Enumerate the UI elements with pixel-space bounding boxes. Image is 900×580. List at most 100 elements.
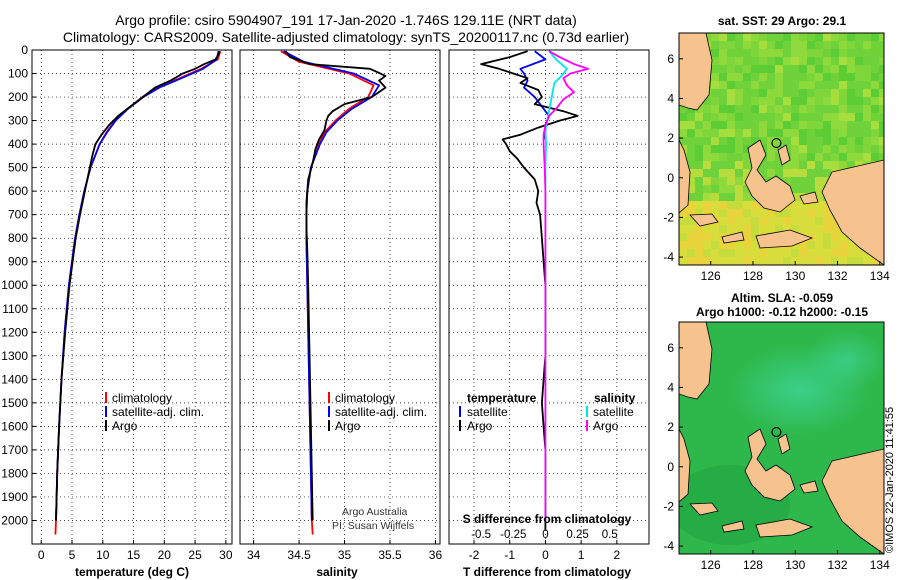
sst-cell [703, 153, 711, 161]
sst-cell [855, 97, 863, 105]
sst-cell [695, 233, 703, 241]
sst-cell [847, 97, 855, 105]
sst-cell [743, 249, 751, 257]
sst-cell [823, 217, 831, 225]
sst-cell [815, 185, 823, 193]
legend-header-temperature: temperature [467, 391, 537, 405]
sst-cell [687, 121, 695, 129]
sst-cell [751, 49, 759, 57]
sst-cell [759, 73, 767, 81]
sst-cell [839, 81, 847, 89]
depth-tick-label: 100 [8, 67, 28, 81]
sst-cell [823, 241, 831, 249]
sst-cell [839, 121, 847, 129]
altimetry-title-line-2: Argo h1000: -0.12 h2000: -0.15 [696, 305, 868, 319]
x-tick-label: 2 [614, 548, 621, 562]
difference-panel: -2 -1 0 1 2 temperature salinity satellite A… [448, 49, 650, 579]
sst-cell [735, 137, 743, 145]
top-tick-label: 0 [542, 529, 548, 541]
sst-cell [879, 97, 884, 105]
depth-tick-label: 800 [8, 231, 28, 245]
sst-cell [783, 129, 791, 137]
sst-cell [735, 193, 743, 201]
sst-cell [711, 249, 719, 257]
sst-cell [799, 217, 807, 225]
sst-cell [831, 249, 839, 257]
temperature-legend: climatology satellite-adj. clim. Argo [105, 391, 204, 433]
sst-cell [759, 129, 767, 137]
sst-cell [751, 97, 759, 105]
sst-cell [727, 33, 735, 41]
sst-cell [687, 209, 695, 217]
map-lat-label: 0 [667, 171, 674, 185]
depth-tick-label: 1700 [1, 443, 28, 457]
sst-cell [815, 97, 823, 105]
sst-cell [807, 225, 815, 233]
sst-cell [711, 121, 719, 129]
sst-cell [871, 153, 879, 161]
altimetry-map-frame [678, 321, 885, 555]
sst-cell [679, 217, 687, 225]
sst-cell [727, 57, 735, 65]
sst-cell [719, 177, 727, 185]
sst-cell [807, 153, 815, 161]
sst-cell [767, 41, 775, 49]
sst-cell [855, 113, 863, 121]
depth-tick-label: 700 [8, 208, 28, 222]
map-lat-label: -2 [663, 210, 674, 224]
sst-cell [783, 249, 791, 257]
sst-cell [855, 257, 863, 265]
depth-tick-label: 500 [8, 161, 28, 175]
sst-cell [703, 201, 711, 209]
sst-cell [775, 217, 783, 225]
sst-cell [679, 225, 687, 233]
salinity-axes-frame [239, 49, 441, 545]
sst-cell [727, 177, 735, 185]
sst-cell [751, 105, 759, 113]
sst-cell [847, 241, 855, 249]
temperature-panel: 0 5 10 15 20 25 30 0 100 200 300 400 500 600 700 800 90… [1, 43, 233, 579]
sst-cell [775, 81, 783, 89]
sst-cell [743, 161, 751, 169]
sst-cell [823, 89, 831, 97]
sst-cell [831, 137, 839, 145]
sst-cell [839, 153, 847, 161]
sst-cell [839, 145, 847, 153]
sst-cell [759, 225, 767, 233]
sst-cell [799, 105, 807, 113]
sst-cell [767, 129, 775, 137]
sal-legend-climatology-swatch [328, 392, 330, 403]
map-lon-label: 132 [827, 558, 847, 572]
sst-cell [711, 177, 719, 185]
sst-cell [871, 81, 879, 89]
sst-cell [839, 241, 847, 249]
sst-cell [751, 209, 759, 217]
sst-cell [807, 161, 815, 169]
sst-cell [711, 81, 719, 89]
sst-cell [783, 169, 791, 177]
sst-cell [815, 177, 823, 185]
sst-map-title: sat. SST: 29 Argo: 29.1 [718, 14, 847, 28]
sst-cell [871, 97, 879, 105]
sst-cell [711, 97, 719, 105]
depth-tick-label: 1600 [1, 419, 28, 433]
sst-cell [703, 249, 711, 257]
sst-cell [863, 145, 871, 153]
sst-cell [839, 257, 847, 265]
sst-cell [751, 249, 759, 257]
sst-cell [719, 145, 727, 153]
sst-cell [871, 33, 879, 41]
sst-cell [751, 137, 759, 145]
sal-legend-satellite-label: satellite-adj. clim. [335, 405, 427, 419]
sst-cell [703, 177, 711, 185]
sst-cell [823, 137, 831, 145]
x-tick-label: 0 [38, 548, 45, 562]
sst-cell [791, 57, 799, 65]
sst-cell [735, 57, 743, 65]
sst-cell [735, 257, 743, 265]
sst-cell [703, 145, 711, 153]
diff-legend-t-satellite-label: satellite [467, 405, 508, 419]
sst-cell [783, 33, 791, 41]
sst-cell [719, 209, 727, 217]
sst-cell [799, 41, 807, 49]
